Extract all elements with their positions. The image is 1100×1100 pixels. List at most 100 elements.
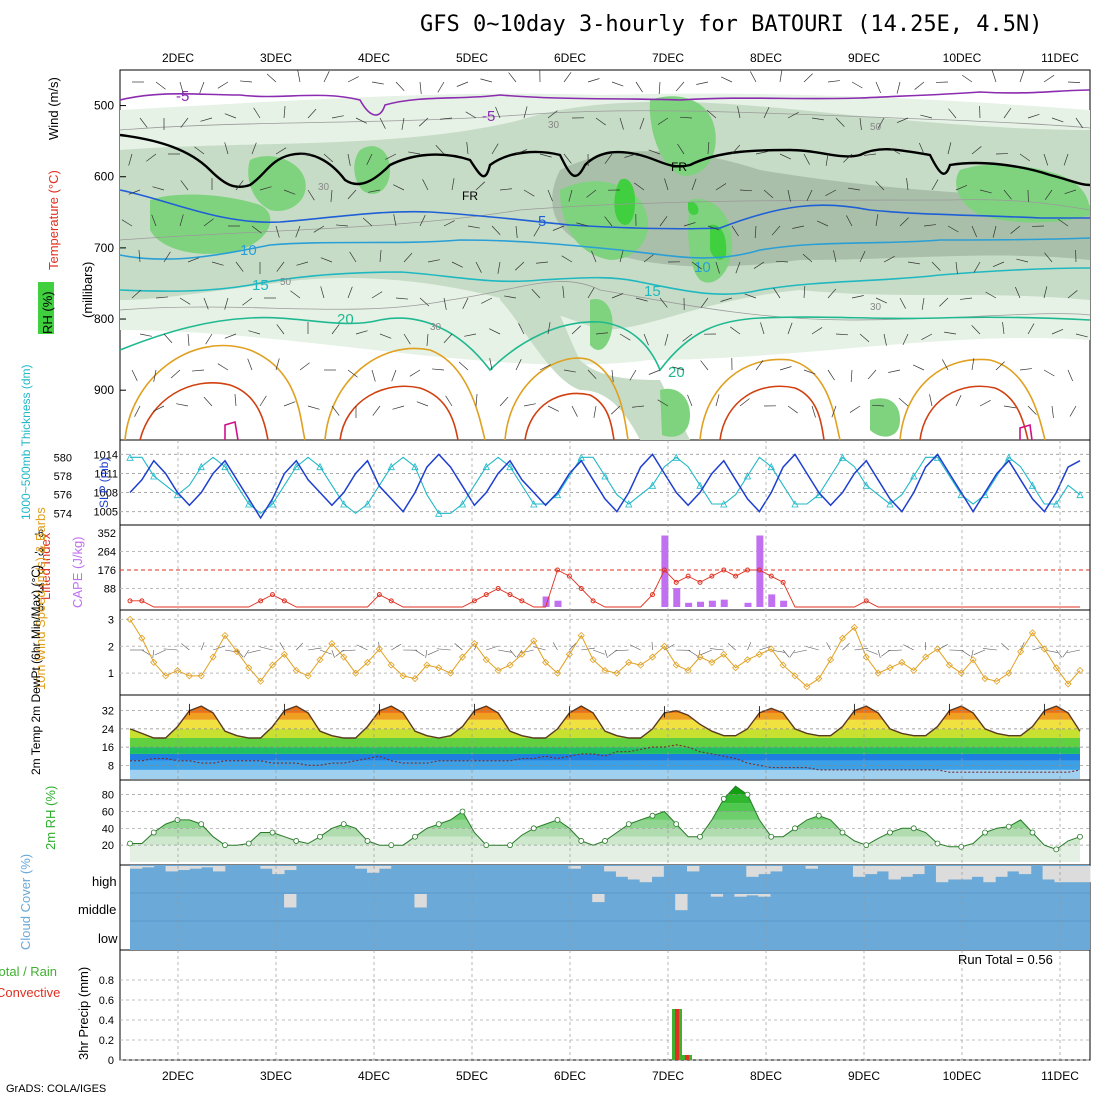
thickness-point (387, 462, 395, 471)
bottom-x-label: 10DEC (943, 1069, 982, 1083)
isotherm-25-arc-1 (124, 344, 306, 441)
wind-barb (403, 252, 413, 263)
wind-barb (320, 286, 325, 299)
thickness-point (363, 500, 372, 508)
wind10-point (684, 666, 692, 675)
cloud-bar-high (876, 866, 890, 872)
thickness-tick-label: 574 (54, 508, 72, 520)
lifted-point (388, 598, 394, 604)
cloud-bar-high (971, 866, 984, 877)
wind10-barb (569, 642, 577, 651)
wind10-barb (881, 649, 891, 657)
wind-barb (224, 142, 229, 155)
cloud-bar-high (367, 866, 380, 873)
wind-barb (629, 369, 637, 381)
wind10-barb (709, 648, 724, 651)
rh2m-point (1005, 823, 1012, 830)
wind10-barb (826, 642, 831, 651)
cloud-bar-high (141, 866, 155, 868)
wind10-point (268, 661, 277, 669)
thickness-point (411, 462, 419, 471)
wind-barb (639, 117, 645, 130)
wind-barb (851, 295, 864, 299)
lifted-point (281, 598, 287, 604)
wind10-tick-label: 1 (108, 668, 114, 680)
wind-barb (715, 261, 720, 274)
wind-barb (707, 142, 710, 155)
slp-tick-label: 1011 (94, 468, 118, 480)
top-x-label: 2DEC (162, 51, 194, 65)
wind-barb (170, 369, 181, 379)
bottom-x-label: 8DEC (750, 1069, 782, 1083)
cape-labels: Lifted Index CAPE (J/kg) (38, 532, 85, 608)
wind-barb (735, 261, 741, 274)
wind-barb (336, 224, 349, 227)
wind-barb (347, 76, 359, 83)
thickness-point (221, 462, 229, 471)
top-x-label: 11DEC (1041, 51, 1079, 65)
cloud-bar-middle (414, 894, 427, 908)
wind-barb (419, 81, 422, 94)
lifted-tick-label: 3 (38, 584, 44, 596)
lifted-point (471, 598, 477, 604)
slp-thickness-panel: 1014 1011 1008 1005 580 578 576 574 (54, 449, 1090, 520)
wind-barb (466, 142, 469, 155)
wind-barb (825, 189, 837, 196)
wind-barb (489, 328, 501, 335)
label-5-a: 5 (538, 213, 546, 230)
wind-barb (443, 333, 453, 344)
wind-barb (163, 251, 171, 263)
wind-barb (331, 115, 344, 119)
rh2m-point (673, 821, 680, 828)
rh2m-band (130, 845, 1080, 862)
cape-ylabel-lifted: Lifted Index (38, 532, 53, 600)
wind-barb (803, 369, 816, 375)
label-20-b: 20 (668, 364, 685, 381)
upper-y-tick: 800 (94, 312, 114, 326)
wind-barb (604, 216, 613, 227)
wind10-barb (341, 649, 356, 652)
wind10-point (387, 661, 395, 669)
wind10-point (827, 656, 835, 664)
wind-barb (889, 147, 901, 155)
wind-barb (379, 333, 392, 339)
wind-barb (595, 117, 606, 126)
rh-shade-green-9 (956, 164, 1090, 223)
wind-barb (372, 405, 381, 416)
wind-barb (619, 117, 624, 130)
wind-barb (1043, 74, 1055, 83)
rh2m-point (269, 829, 276, 836)
wind-barb (515, 225, 518, 238)
lifted-point (376, 592, 382, 598)
bottom-x-labels: 2DEC 3DEC 4DEC 5DEC 6DEC 7DEC 8DEC 9DEC 10DEC 11D… (162, 1069, 1079, 1083)
wind-barb (1064, 189, 1077, 195)
rh2m-tick-label: 60 (102, 806, 114, 818)
precip-frame (119, 949, 1091, 1061)
wind10-barb (181, 643, 190, 651)
wind-barb (491, 225, 501, 236)
wind-barb (523, 189, 535, 197)
temp2m-band (130, 769, 1080, 779)
upper-y-ticks: 500 600 700 800 900 (94, 99, 126, 397)
rh-shade-green-10 (870, 398, 900, 437)
rh2m-point (1053, 846, 1060, 853)
wind10-point (577, 631, 585, 640)
wind-barb (779, 153, 792, 160)
wind10-point (755, 650, 763, 658)
wind-barb (744, 293, 757, 299)
wind-barb (691, 178, 697, 191)
wind-barb (921, 297, 925, 310)
thickness-point (245, 500, 253, 508)
wind-barb (737, 106, 741, 119)
wind10-barb (937, 644, 948, 651)
wind10-barb (509, 649, 517, 658)
wind-barb (827, 369, 835, 381)
wind-barb (211, 261, 224, 266)
rh2m-point (388, 842, 395, 849)
wind-barb (731, 225, 739, 237)
wind-barb (205, 333, 213, 345)
wind-barb (835, 333, 848, 336)
wind-barb (846, 215, 853, 227)
temp2m-tick-label: 8 (108, 760, 114, 772)
wind-barb (379, 117, 386, 129)
